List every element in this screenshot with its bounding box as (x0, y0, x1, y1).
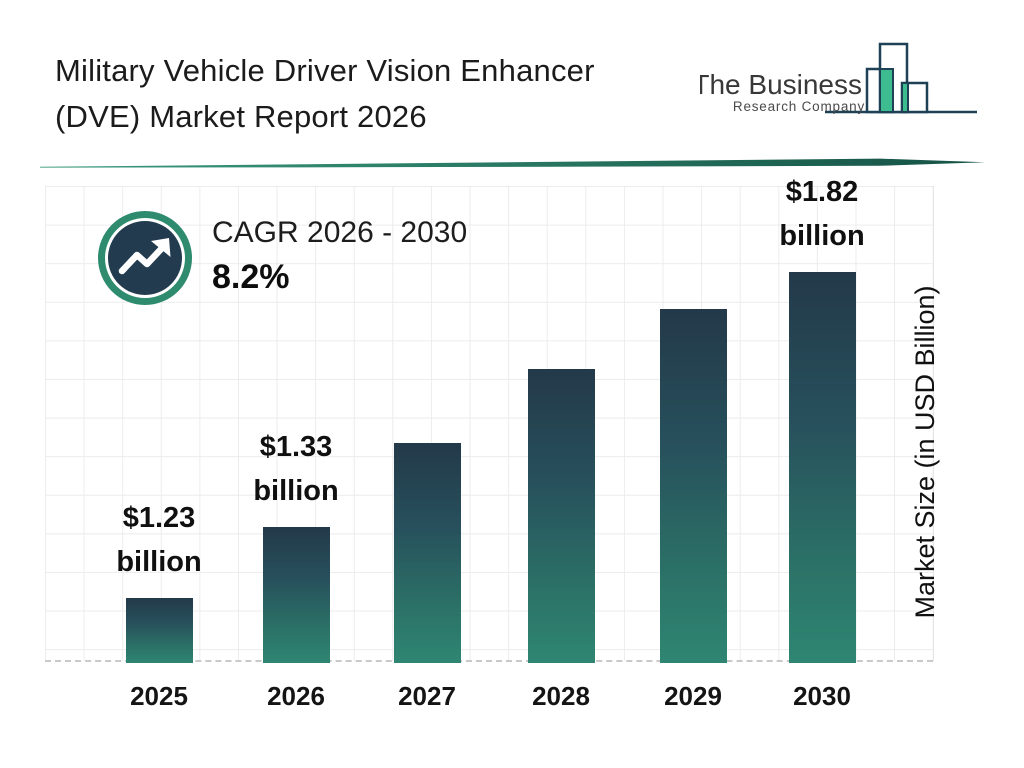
header-divider (40, 158, 985, 168)
logo-bars-icon (825, 42, 977, 114)
page-title: Military Vehicle Driver Vision Enhancer … (55, 48, 695, 140)
bar-2026 (262, 527, 330, 663)
x-tick-2025: 2025 (130, 681, 188, 711)
x-axis-dashed-line (45, 660, 933, 662)
bar-2029 (659, 309, 727, 663)
value-label-unit: billion (116, 546, 202, 578)
x-tick-2028: 2028 (532, 681, 590, 711)
x-tick-2030: 2030 (793, 681, 851, 711)
bar-2027 (393, 443, 461, 663)
value-label-unit: billion (779, 220, 865, 252)
value-label-2030: $1.82 billion (732, 170, 912, 258)
x-tick-2027: 2027 (398, 681, 456, 711)
value-label-2026: $1.33 billion (206, 425, 386, 513)
bar-2028 (527, 369, 595, 663)
value-label-amount: $1.33 (259, 431, 333, 463)
cagr-label: CAGR 2026 - 2030 (212, 216, 468, 249)
value-label-unit: billion (253, 475, 339, 507)
x-tick-2029: 2029 (664, 681, 722, 711)
logo-subname-text: Research Company (733, 99, 865, 114)
bar-2030 (788, 272, 856, 663)
x-tick-2026: 2026 (267, 681, 325, 711)
chart-grid (45, 186, 934, 661)
bar-2025 (125, 598, 193, 663)
trend-up-icon (98, 211, 192, 305)
cagr-block: CAGR 2026 - 2030 8.2% (212, 216, 467, 297)
company-logo: The Business Research Company (700, 42, 977, 114)
page-title-line2: (DVE) Market Report 2026 (55, 99, 427, 134)
value-label-amount: $1.82 (785, 176, 859, 208)
cagr-value: 8.2% (212, 258, 290, 296)
value-label-2025: $1.23 billion (69, 496, 249, 584)
y-axis-label: Market Size (in USD Billion) (910, 285, 940, 619)
page-title-line1: Military Vehicle Driver Vision Enhancer (55, 53, 595, 88)
logo-name-text: The Business (700, 69, 862, 100)
value-label-amount: $1.23 (122, 502, 196, 534)
